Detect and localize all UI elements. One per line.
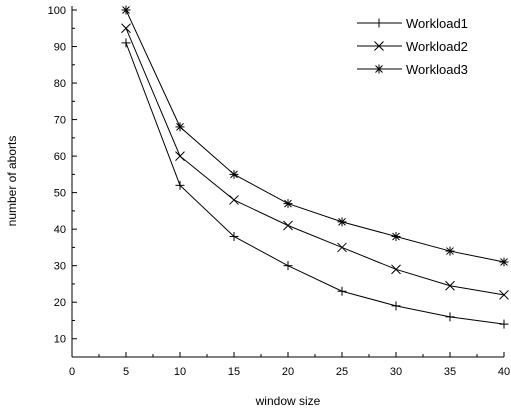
data-point-workload2 xyxy=(121,23,131,34)
x-tick-label: 20 xyxy=(282,366,294,378)
data-point-workload2 xyxy=(337,242,347,253)
axes xyxy=(71,6,504,358)
series-workload3 xyxy=(121,5,509,267)
x-tick-label: 10 xyxy=(174,366,186,378)
legend: Workload1 Workload2 Workload3 xyxy=(357,16,468,77)
data-point-workload3 xyxy=(445,246,455,256)
data-point-workload1 xyxy=(283,261,293,271)
data-point-workload2 xyxy=(499,290,509,300)
x-tick-label: 40 xyxy=(498,366,510,378)
y-tick-label: 60 xyxy=(54,151,66,163)
x-tick-label: 5 xyxy=(123,366,129,378)
y-tick-label: 70 xyxy=(54,115,66,127)
y-tick-label: 80 xyxy=(54,78,66,90)
y-tick-label: 100 xyxy=(48,5,66,17)
x-tick-label: 25 xyxy=(336,366,348,378)
series-line-workload3 xyxy=(125,9,505,263)
data-point-workload2 xyxy=(229,195,239,205)
x-tick-label: 35 xyxy=(444,366,456,378)
y-axis-label: number of aborts xyxy=(5,136,19,227)
legend-item-workload3: Workload3 xyxy=(357,62,468,77)
data-point-workload1 xyxy=(229,231,239,241)
data-point-workload3 xyxy=(229,169,239,179)
x-tick-label: 15 xyxy=(228,366,240,378)
series-line-workload2 xyxy=(125,28,505,296)
y-tick-label: 20 xyxy=(54,297,66,309)
series-workload1 xyxy=(121,38,509,329)
data-point-workload2 xyxy=(391,264,401,275)
y-tick-label: 10 xyxy=(54,334,66,346)
y-tick-label: 30 xyxy=(54,261,66,273)
x-tick-label: 30 xyxy=(390,366,402,378)
data-point-workload3 xyxy=(121,5,131,15)
legend-label: Workload3 xyxy=(406,62,468,77)
x-axis-label: window size xyxy=(255,394,321,408)
legend-item-workload2: Workload2 xyxy=(357,39,468,54)
y-tick-label: 40 xyxy=(54,224,66,236)
legend-marker xyxy=(374,18,384,28)
legend-marker xyxy=(374,41,384,51)
data-point-workload1 xyxy=(175,180,185,190)
data-point-workload3 xyxy=(337,217,347,227)
data-point-workload1 xyxy=(337,286,347,296)
series-group xyxy=(121,5,509,329)
y-ticks: 10 20 30 40 50 60 70 80 90 100 xyxy=(48,5,77,346)
legend-marker xyxy=(374,64,384,74)
y-tick-label: 90 xyxy=(54,42,66,54)
legend-label: Workload1 xyxy=(406,16,468,31)
y-tick-label: 50 xyxy=(54,188,66,200)
data-point-workload3 xyxy=(499,257,509,267)
series-workload2 xyxy=(121,23,509,300)
data-point-workload3 xyxy=(391,231,401,241)
legend-item-workload1: Workload1 xyxy=(357,16,468,31)
data-point-workload1 xyxy=(391,301,401,311)
data-point-workload2 xyxy=(445,280,455,291)
data-point-workload3 xyxy=(283,199,293,209)
x-tick-label: 0 xyxy=(69,366,75,378)
data-point-workload1 xyxy=(121,38,131,48)
data-point-workload3 xyxy=(175,122,185,132)
data-point-workload1 xyxy=(499,319,509,329)
data-point-workload2 xyxy=(175,151,185,161)
data-point-workload2 xyxy=(283,220,293,231)
legend-label: Workload2 xyxy=(406,39,468,54)
data-point-workload1 xyxy=(445,312,455,322)
x-ticks: 0 5 10 15 20 25 30 35 40 xyxy=(69,352,510,378)
series-line-workload1 xyxy=(125,42,505,325)
